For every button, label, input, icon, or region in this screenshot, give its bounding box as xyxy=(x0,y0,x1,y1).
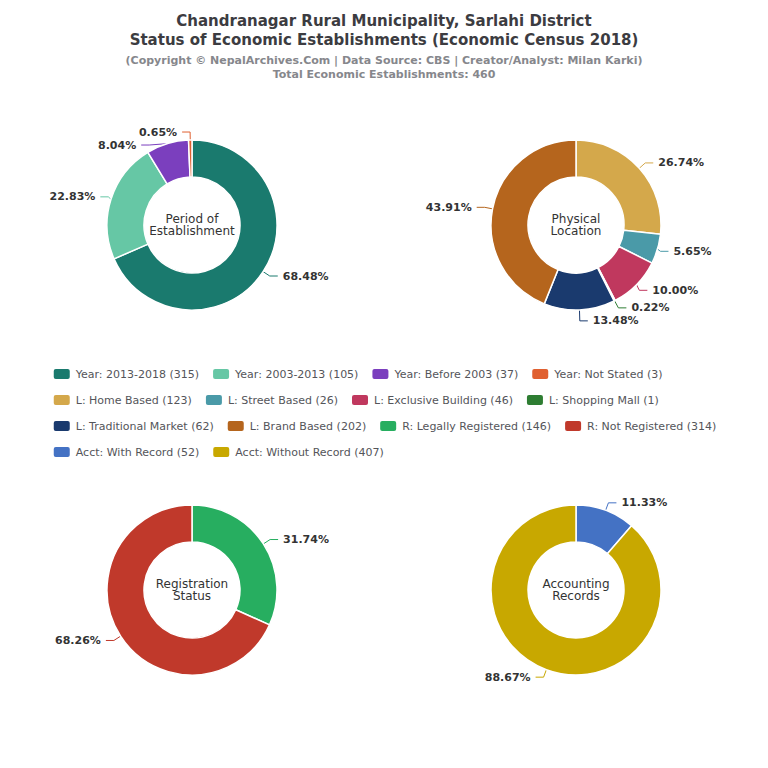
svg-text:L: Traditional Market (62): L: Traditional Market (62) xyxy=(76,420,214,433)
svg-text:Total Economic Establishments:: Total Economic Establishments: 460 xyxy=(273,68,496,81)
svg-text:Status of Economic Establishme: Status of Economic Establishments (Econo… xyxy=(130,31,639,49)
svg-text:L: Home Based (123): L: Home Based (123) xyxy=(76,394,192,407)
svg-text:L: Street Based (26): L: Street Based (26) xyxy=(228,394,338,407)
svg-text:0.22%: 0.22% xyxy=(631,301,669,314)
svg-text:Year: Not Stated (3): Year: Not Stated (3) xyxy=(553,368,662,381)
svg-text:(Copyright © NepalArchives.Com: (Copyright © NepalArchives.Com | Data So… xyxy=(126,54,643,67)
svg-text:10.00%: 10.00% xyxy=(652,284,698,297)
svg-text:0.65%: 0.65% xyxy=(139,126,177,139)
svg-text:Acct: With Record (52): Acct: With Record (52) xyxy=(76,446,200,459)
svg-text:31.74%: 31.74% xyxy=(283,533,329,546)
svg-text:68.48%: 68.48% xyxy=(283,270,329,283)
svg-text:Acct: Without Record (407): Acct: Without Record (407) xyxy=(235,446,384,459)
svg-text:Location: Location xyxy=(551,224,602,238)
svg-text:Registration: Registration xyxy=(155,577,229,591)
svg-text:22.83%: 22.83% xyxy=(50,190,96,203)
svg-text:Records: Records xyxy=(552,589,600,603)
svg-text:5.65%: 5.65% xyxy=(673,245,711,258)
svg-text:R: Legally Registered (146): R: Legally Registered (146) xyxy=(402,420,551,433)
svg-text:Establishment: Establishment xyxy=(149,224,235,238)
svg-text:Accounting: Accounting xyxy=(542,577,610,591)
svg-text:R: Not Registered (314): R: Not Registered (314) xyxy=(587,420,716,433)
svg-text:L: Shopping Mall (1): L: Shopping Mall (1) xyxy=(549,394,659,407)
svg-text:8.04%: 8.04% xyxy=(98,139,136,152)
svg-text:Status: Status xyxy=(173,589,211,603)
svg-text:L: Brand Based (202): L: Brand Based (202) xyxy=(250,420,366,433)
svg-text:11.33%: 11.33% xyxy=(621,496,667,509)
svg-text:26.74%: 26.74% xyxy=(658,156,704,169)
svg-text:88.67%: 88.67% xyxy=(485,671,531,684)
svg-text:Year: 2003-2013 (105): Year: 2003-2013 (105) xyxy=(234,368,358,381)
svg-text:68.26%: 68.26% xyxy=(55,634,101,647)
svg-text:Chandranagar Rural Municipalit: Chandranagar Rural Municipality, Sarlahi… xyxy=(176,12,591,30)
svg-text:L: Exclusive Building (46): L: Exclusive Building (46) xyxy=(374,394,513,407)
svg-text:Year: 2013-2018 (315): Year: 2013-2018 (315) xyxy=(75,368,199,381)
svg-text:Period of: Period of xyxy=(165,212,219,226)
svg-text:Year: Before 2003 (37): Year: Before 2003 (37) xyxy=(393,368,518,381)
svg-text:43.91%: 43.91% xyxy=(426,201,472,214)
svg-text:Physical: Physical xyxy=(551,212,601,226)
svg-text:13.48%: 13.48% xyxy=(593,314,639,327)
